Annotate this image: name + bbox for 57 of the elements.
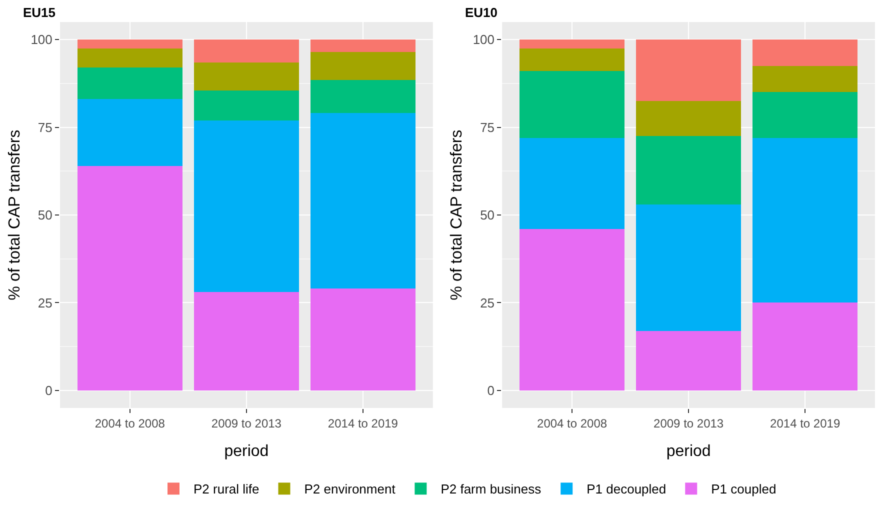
bar	[752, 92, 858, 138]
bar	[752, 138, 858, 303]
bar	[520, 138, 624, 230]
bar	[310, 80, 416, 114]
x-tick-label: 2009 to 2013	[654, 416, 724, 430]
bar	[520, 40, 624, 48]
bar	[520, 71, 624, 138]
y-axis-title: % of total CAP transfers	[448, 130, 466, 300]
bar	[77, 166, 182, 390]
x-tick-label: 2009 to 2013	[211, 416, 282, 430]
y-tick-label: 25	[480, 295, 495, 310]
legend-label: P2 environment	[304, 482, 396, 497]
y-tick-label: 0	[487, 383, 495, 398]
bar	[310, 113, 416, 289]
bar	[636, 136, 742, 204]
chart-title: EU10	[465, 5, 498, 20]
x-axis-title: period	[666, 443, 711, 460]
bar	[636, 100, 742, 136]
bar	[752, 66, 858, 92]
bar	[310, 52, 416, 80]
bar	[636, 204, 742, 331]
bar	[752, 302, 858, 390]
x-tick-label: 2004 to 2008	[537, 416, 608, 430]
x-axis-title: period	[224, 443, 269, 460]
y-tick-label: 75	[38, 120, 52, 135]
y-tick-label: 75	[480, 120, 495, 135]
y-tick-label: 100	[472, 32, 495, 48]
y-tick-label: 25	[38, 295, 52, 310]
bar	[194, 90, 299, 120]
bar	[520, 229, 624, 390]
bar	[520, 48, 624, 72]
bar	[310, 288, 416, 390]
bar	[310, 40, 416, 52]
legend-label: P1 decoupled	[586, 482, 666, 497]
bar	[77, 40, 182, 48]
chart-title: EU15	[23, 5, 56, 20]
y-tick-label: 0	[45, 383, 52, 398]
bar	[77, 68, 182, 100]
bar	[752, 40, 858, 66]
bar	[194, 40, 299, 62]
y-axis-title: % of total CAP transfers	[6, 130, 24, 300]
legend-label: P2 rural life	[194, 482, 260, 497]
y-tick-label: 50	[480, 208, 495, 223]
x-tick-label: 2014 to 2019	[770, 416, 840, 430]
x-tick-label: 2014 to 2019	[328, 416, 398, 430]
x-tick-label: 2004 to 2008	[94, 416, 166, 430]
bar	[636, 330, 742, 390]
y-tick-label: 100	[30, 32, 52, 48]
bar	[194, 120, 299, 292]
bar	[636, 40, 742, 101]
bar	[77, 99, 182, 166]
bar	[194, 62, 299, 90]
bar	[77, 48, 182, 68]
legend-label: P1 coupled	[711, 482, 776, 497]
y-tick-label: 50	[38, 208, 52, 223]
legend-label: P2 farm business	[440, 482, 542, 497]
bar	[194, 292, 299, 390]
